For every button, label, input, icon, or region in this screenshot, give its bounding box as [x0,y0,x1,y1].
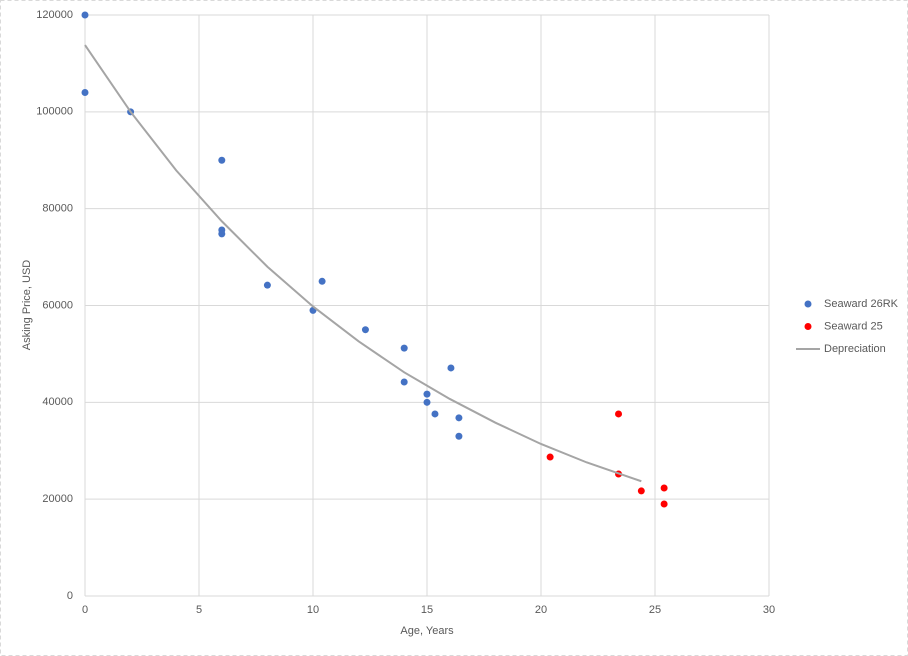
data-point [400,378,408,386]
y-axis-label: Asking Price, USD [21,260,33,351]
data-point [361,326,369,334]
x-tick-label: 25 [649,604,661,616]
data-point [455,432,463,440]
legend-label: Seaward 26RK [824,298,899,310]
data-point [660,500,668,508]
data-point [263,281,271,289]
y-tick-label: 120000 [36,9,73,21]
legend-swatch [804,300,812,308]
x-tick-label: 20 [535,604,547,616]
data-point [455,414,463,422]
data-point [218,230,226,238]
y-tick-label: 40000 [42,396,73,408]
data-point [447,364,455,372]
data-point [400,344,408,352]
x-axis-label: Age, Years [400,625,454,637]
x-tick-label: 10 [307,604,319,616]
y-tick-label: 20000 [42,493,73,505]
x-tick-label: 5 [196,604,202,616]
legend-label: Seaward 25 [824,320,883,332]
data-point [546,453,554,461]
data-point [615,410,623,418]
y-tick-label: 100000 [36,106,73,118]
y-tick-label: 80000 [42,203,73,215]
trend-line [84,44,642,483]
data-point [660,484,668,492]
legend-swatch [804,323,812,330]
x-tick-label: 0 [82,604,88,616]
data-point [423,398,431,406]
y-tick-label: 0 [67,590,73,602]
x-tick-label: 30 [763,604,775,616]
data-point [423,390,431,398]
data-point [81,88,89,96]
data-point [81,11,89,19]
data-point [218,156,226,164]
data-point [431,410,439,418]
legend-label: Depreciation [824,343,886,355]
data-point [318,277,326,285]
y-tick-label: 60000 [42,299,73,311]
data-point [637,487,645,495]
x-tick-label: 15 [421,604,433,616]
